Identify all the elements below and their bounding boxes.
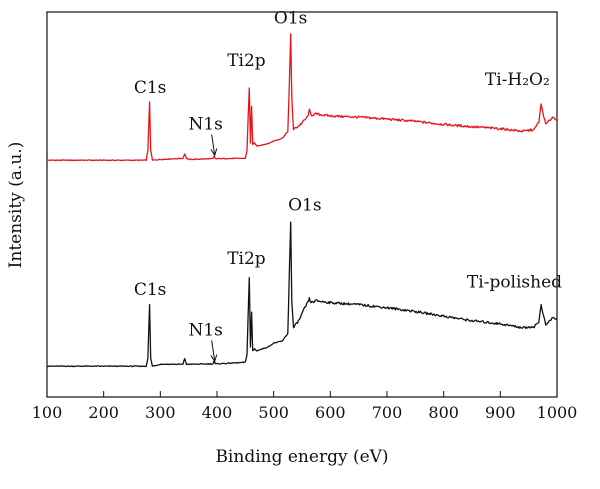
peak-arrow [211, 134, 216, 156]
axis-ticks: 100 200 300 400 500 600 700 800 900 1000 [32, 391, 578, 422]
peak-label: N1s [188, 114, 222, 134]
peak-label: Ti2p [227, 249, 266, 269]
x-tick-label: 100 [32, 403, 63, 422]
series-group [46, 33, 558, 368]
x-tick-label: 700 [372, 403, 403, 422]
peak-label: O1s [274, 9, 307, 29]
annotation-group: C1s N1s Ti2p O1s Ti-H₂O₂ C1s N1s Ti2p O1s Ti-poli… [134, 9, 562, 363]
x-tick-label: 500 [258, 403, 289, 422]
peak-arrow [211, 340, 216, 362]
x-tick-label: 300 [145, 403, 176, 422]
x-tick-label: 800 [428, 403, 459, 422]
x-tick-label: 1000 [537, 403, 578, 422]
x-tick-label: 900 [485, 403, 516, 422]
arrow-head [210, 148, 218, 157]
peak-label: Ti-H₂O₂ [485, 70, 550, 90]
peak-label: O1s [288, 195, 321, 215]
series-line-1 [46, 221, 558, 368]
series-line-0 [46, 33, 557, 162]
x-tick-label: 400 [202, 403, 233, 422]
peak-label: C1s [134, 78, 167, 98]
x-tick-label: 200 [88, 403, 119, 422]
x-axis-title: Binding energy (eV) [215, 447, 388, 467]
peak-label: Ti-polished [467, 272, 562, 292]
arrow-head [210, 354, 218, 363]
peak-label: Ti2p [227, 51, 266, 71]
peak-label: N1s [188, 320, 222, 340]
x-tick-label: 600 [315, 403, 346, 422]
y-axis-title: Intensity (a.u.) [6, 142, 26, 269]
plot-frame [46, 11, 558, 398]
peak-label: C1s [134, 280, 167, 300]
